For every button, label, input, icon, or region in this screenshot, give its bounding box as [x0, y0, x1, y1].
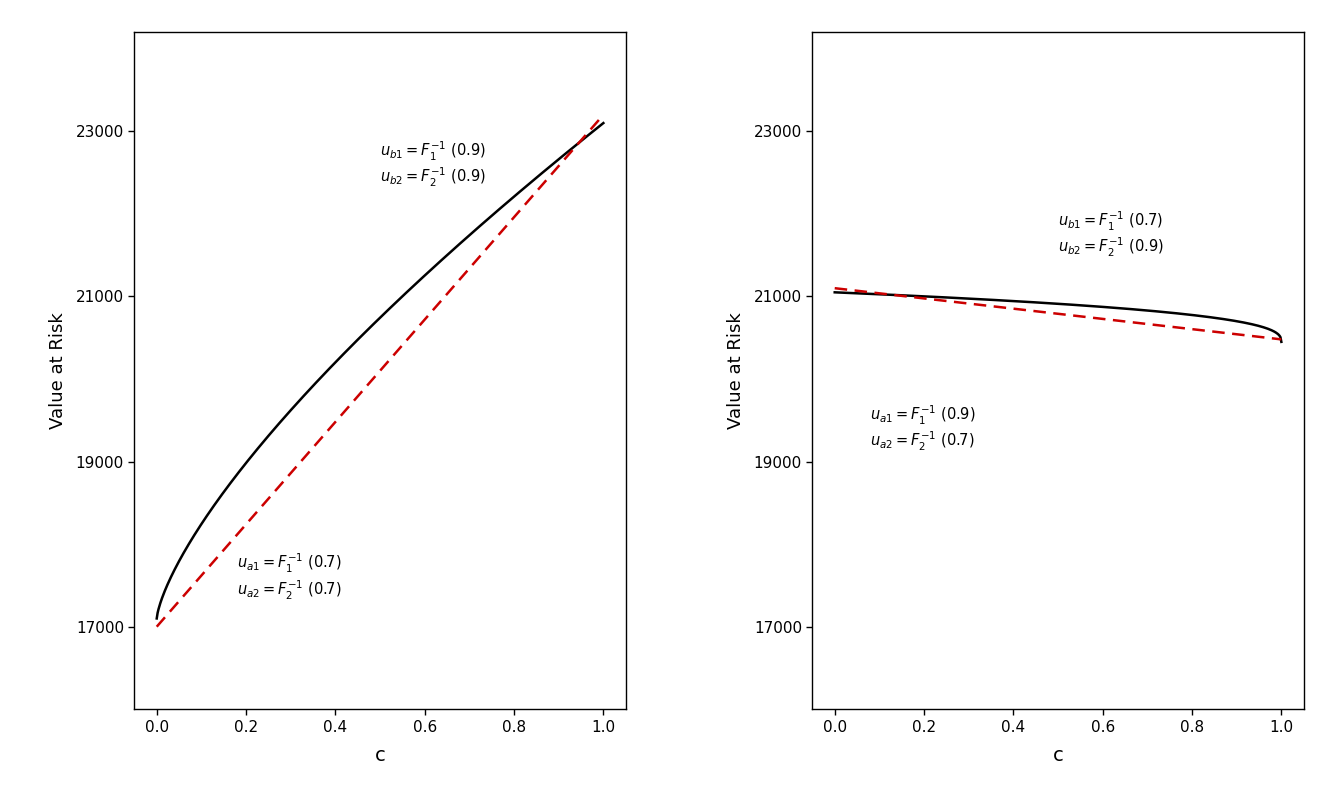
- Y-axis label: Value at Risk: Value at Risk: [727, 313, 746, 429]
- Text: $u_{a1} = F_{1}^{-1}\ (0.7)$
$u_{a2} = F_{2}^{-1}\ (0.7)$: $u_{a1} = F_{1}^{-1}\ (0.7)$ $u_{a2} = F…: [237, 552, 341, 602]
- X-axis label: c: c: [375, 746, 386, 765]
- Y-axis label: Value at Risk: Value at Risk: [50, 313, 67, 429]
- Text: $u_{b1} = F_{1}^{-1}\ (0.7)$
$u_{b2} = F_{2}^{-1}\ (0.9)$: $u_{b1} = F_{1}^{-1}\ (0.7)$ $u_{b2} = F…: [1058, 210, 1164, 260]
- Text: $u_{a1} = F_{1}^{-1}\ (0.9)$
$u_{a2} = F_{2}^{-1}\ (0.7)$: $u_{a1} = F_{1}^{-1}\ (0.9)$ $u_{a2} = F…: [871, 404, 976, 453]
- Text: $u_{b1} = F_{1}^{-1}\ (0.9)$
$u_{b2} = F_{2}^{-1}\ (0.9)$: $u_{b1} = F_{1}^{-1}\ (0.9)$ $u_{b2} = F…: [380, 139, 487, 189]
- X-axis label: c: c: [1052, 746, 1063, 765]
